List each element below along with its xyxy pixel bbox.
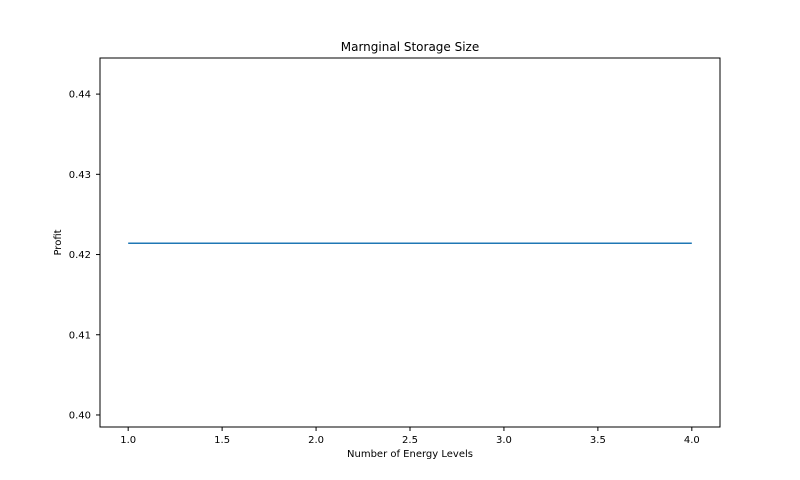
y-tick-label: 0.44 [69, 90, 91, 101]
x-tick-label: 3.5 [590, 435, 606, 446]
y-axis-label: Profit [53, 229, 64, 255]
x-tick-label: 3.0 [496, 435, 512, 446]
x-axis-label: Number of Energy Levels [347, 449, 473, 460]
x-tick-label: 2.5 [402, 435, 418, 446]
chart-title: Marnginal Storage Size [341, 40, 480, 54]
y-axis-ticks: 0.40 0.41 0.42 0.43 0.44 [69, 90, 100, 421]
y-tick-label: 0.43 [69, 170, 91, 181]
x-tick-label: 4.0 [684, 435, 700, 446]
plot-background [100, 58, 720, 427]
x-tick-label: 1.0 [120, 435, 136, 446]
x-tick-label: 1.5 [214, 435, 230, 446]
x-tick-label: 2.0 [308, 435, 324, 446]
y-tick-label: 0.41 [69, 330, 91, 341]
y-tick-label: 0.42 [69, 250, 91, 261]
x-axis-ticks: 1.0 1.5 2.0 2.5 3.0 3.5 4.0 [120, 427, 700, 446]
y-tick-label: 0.40 [69, 410, 91, 421]
